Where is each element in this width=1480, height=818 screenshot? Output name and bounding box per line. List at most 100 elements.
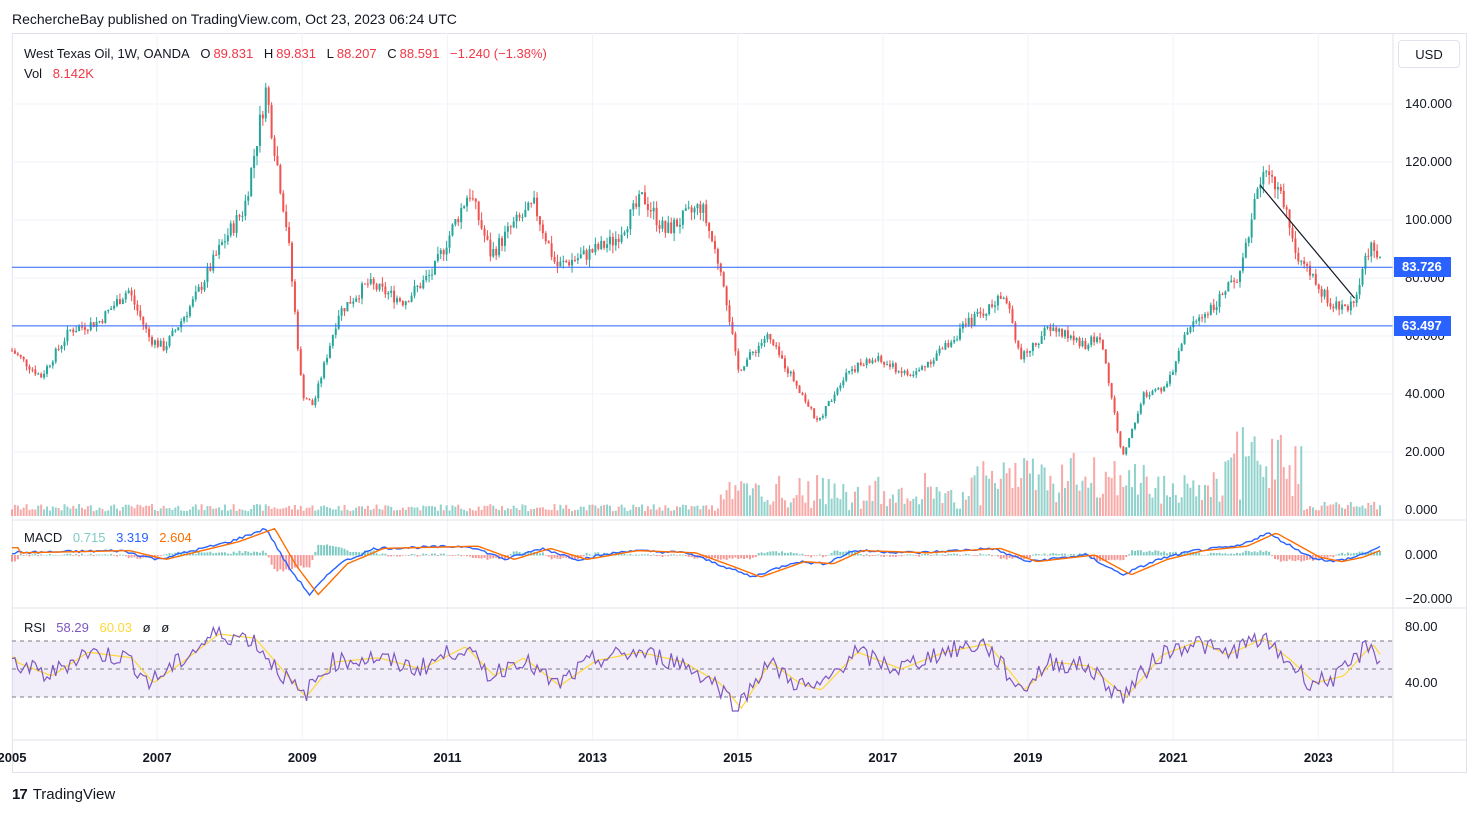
candle-body	[1332, 306, 1335, 309]
macd-histogram-bar	[381, 553, 384, 556]
volume-bar	[1189, 487, 1192, 516]
macd-histogram-bar	[973, 555, 976, 556]
candle-body	[503, 231, 506, 246]
candle-body	[608, 236, 611, 245]
rsi-tick-label: 40.00	[1405, 675, 1438, 690]
macd-histogram-bar	[69, 553, 72, 556]
volume-bar	[442, 510, 445, 516]
candle-body	[148, 328, 151, 338]
candle-body	[489, 239, 492, 257]
volume-bar	[638, 507, 641, 516]
volume-bar	[416, 507, 419, 516]
volume-bar	[1326, 505, 1329, 516]
macd-histogram-bar	[1031, 554, 1034, 556]
macd-histogram-bar	[317, 544, 320, 556]
macd-histogram-bar	[976, 555, 979, 556]
macd-histogram-bar	[474, 555, 477, 559]
macd-histogram-bar	[168, 553, 171, 556]
candle-body	[442, 250, 445, 255]
macd-histogram-bar	[865, 554, 868, 556]
volume-bar	[576, 509, 579, 516]
macd-histogram-bar	[121, 554, 124, 556]
candle-body	[369, 279, 372, 284]
macd-histogram-bar	[1061, 553, 1064, 556]
macd-histogram-bar	[538, 553, 541, 556]
volume-bar	[935, 487, 938, 516]
macd-histogram-bar	[334, 546, 337, 556]
candle-body	[40, 373, 43, 378]
volume-bar	[550, 509, 553, 516]
macd-histogram-bar	[1300, 555, 1303, 562]
volume-bar	[86, 506, 89, 516]
candle-body	[941, 348, 944, 350]
volume-bar	[923, 472, 926, 516]
volume-bar	[288, 505, 291, 516]
candle-body	[407, 301, 410, 303]
volume-bar	[183, 510, 186, 516]
candle-body	[431, 274, 434, 276]
volume-bar	[495, 508, 498, 516]
macd-histogram-bar	[22, 555, 25, 556]
volume-bar	[311, 505, 314, 516]
candle-body	[804, 394, 807, 402]
candle-body	[719, 263, 722, 273]
candle-body	[1329, 303, 1332, 307]
volume-bar	[1206, 485, 1209, 516]
price-tick-label: 40.000	[1405, 386, 1445, 401]
candle-body	[183, 317, 186, 322]
volume-bar	[72, 505, 75, 516]
macd-histogram-bar	[1151, 552, 1154, 556]
volume-bar	[1297, 484, 1300, 516]
candle-body	[667, 222, 670, 233]
candle-body	[536, 197, 539, 217]
volume-bar	[361, 506, 364, 516]
candle-body	[124, 292, 127, 300]
macd-histogram-bar	[871, 555, 874, 556]
currency-button[interactable]: USD	[1398, 40, 1460, 68]
candle-body	[43, 373, 46, 378]
time-tick-label: 2005	[0, 750, 26, 765]
candle-body	[331, 334, 334, 346]
macd-histogram-bar	[719, 555, 722, 560]
candle-body	[591, 249, 594, 253]
volume-bar	[343, 504, 346, 516]
volume-bar	[918, 504, 921, 516]
candle-body	[258, 114, 261, 147]
macd-histogram-bar	[1122, 555, 1125, 561]
macd-histogram-bar	[495, 555, 498, 558]
candle-body	[853, 369, 856, 372]
volume-bar	[521, 504, 524, 516]
candle-body	[51, 361, 54, 366]
macd-histogram-bar	[1020, 555, 1023, 559]
volume-bar	[608, 505, 611, 516]
candle-body	[778, 346, 781, 356]
candle-body	[953, 340, 956, 343]
volume-bar	[1192, 480, 1195, 516]
macd-histogram-bar	[197, 551, 200, 556]
candle-body	[655, 207, 658, 226]
macd-histogram-bar	[1133, 550, 1136, 556]
candle-body	[486, 235, 489, 240]
volume-bar	[247, 511, 250, 516]
volume-bar	[1233, 453, 1236, 516]
candle-body	[786, 368, 789, 374]
macd-histogram-bar	[1218, 552, 1221, 556]
tradingview-logo[interactable]: 17 TradingView	[12, 786, 115, 803]
macd-histogram-bar	[1107, 555, 1110, 561]
volume-bar	[404, 509, 407, 516]
macd-histogram-bar	[1233, 553, 1236, 556]
volume-bar	[40, 504, 43, 516]
volume-bar	[565, 504, 568, 516]
candle-body	[471, 198, 474, 200]
macd-histogram-bar	[1136, 550, 1139, 556]
candle-body	[171, 330, 174, 337]
macd-histogram-bar	[1058, 554, 1061, 556]
volume-bar	[346, 509, 349, 516]
macd-histogram-bar	[1308, 555, 1311, 560]
candle-body	[740, 369, 743, 371]
candle-body	[1145, 392, 1148, 397]
macd-histogram-bar	[431, 553, 434, 556]
volume-bar	[468, 508, 471, 516]
candle-body	[897, 371, 900, 373]
